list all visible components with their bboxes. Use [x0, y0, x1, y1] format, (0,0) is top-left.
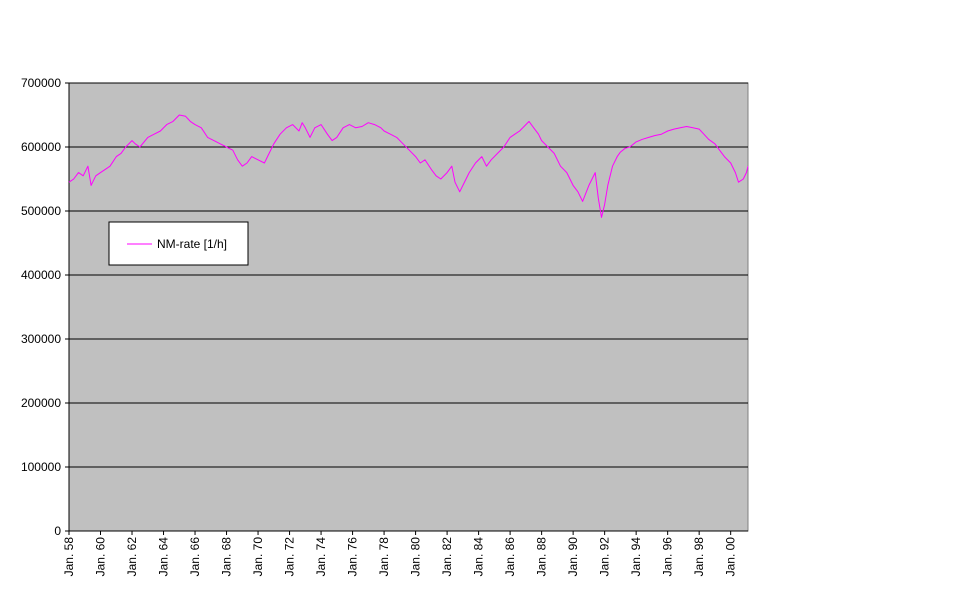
- y-tick-label: 300000: [21, 332, 61, 346]
- x-tick-label: Jan. 74: [314, 537, 328, 577]
- x-tick-label: Jan. 96: [661, 537, 675, 577]
- x-tick-label: Jan. 60: [94, 537, 108, 577]
- x-tick-label: Jan. 98: [692, 537, 706, 577]
- x-tick-label: Jan. 92: [598, 537, 612, 577]
- x-tick-label: Jan. 76: [346, 537, 360, 577]
- y-tick-label: 400000: [21, 268, 61, 282]
- x-tick-label: Jan. 58: [62, 537, 76, 577]
- x-tick-label: Jan. 90: [566, 537, 580, 577]
- legend-label: NM-rate [1/h]: [157, 237, 227, 251]
- y-tick-label: 700000: [21, 76, 61, 90]
- x-tick-label: Jan. 70: [251, 537, 265, 577]
- y-tick-label: 200000: [21, 396, 61, 410]
- x-axis-tick-labels: Jan. 58 Jan. 60 Jan. 62 Jan. 64 Jan. 66 Jan. …: [62, 537, 738, 577]
- x-tick-label: Jan. 94: [629, 537, 643, 577]
- x-tick-label: Jan. 62: [125, 537, 139, 577]
- legend: NM-rate [1/h]: [108, 221, 249, 266]
- x-tick-label: Jan. 88: [535, 537, 549, 577]
- y-tick-label: 500000: [21, 204, 61, 218]
- axes: [65, 82, 748, 535]
- x-tick-label: Jan. 82: [440, 537, 454, 577]
- series-layer: [68, 114, 749, 218]
- y-tick-label: 0: [54, 524, 61, 538]
- x-tick-label: Jan. 86: [503, 537, 517, 577]
- x-tick-label: Jan. 64: [157, 537, 171, 577]
- x-tick-label: Jan. 72: [283, 537, 297, 577]
- x-tick-label: Jan. 84: [472, 537, 486, 577]
- x-tick-label: Jan. 68: [220, 537, 234, 577]
- x-tick-label: Jan. 78: [377, 537, 391, 577]
- y-axis-tick-labels: 0 100000 200000 300000 400000 500000 600000 700…: [21, 76, 61, 538]
- plot-area: [68, 82, 749, 532]
- y-tick-label: 100000: [21, 460, 61, 474]
- gridlines: [69, 82, 748, 468]
- x-tick-label: Jan. 80: [409, 537, 423, 577]
- y-tick-label: 600000: [21, 140, 61, 154]
- series-line-nm-rate: [68, 114, 749, 218]
- x-tick-label: Jan. 00: [724, 537, 738, 577]
- x-tick-label: Jan. 66: [188, 537, 202, 577]
